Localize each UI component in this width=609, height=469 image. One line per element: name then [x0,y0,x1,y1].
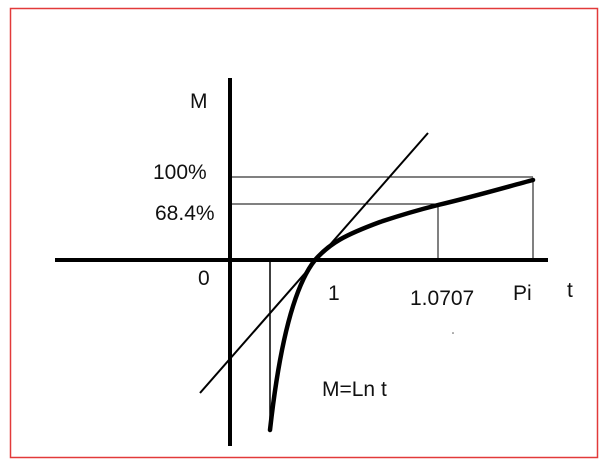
origin-label: 0 [198,267,210,290]
y-label: M [190,90,208,113]
ln-curve [267,177,536,433]
x-mark: 1.0707 [410,287,474,310]
y-mark: 100% [153,161,207,184]
x-mark: Pi [513,282,532,305]
x-mark: 1 [328,282,340,305]
dot [452,332,454,334]
frame [9,7,599,459]
y-mark: 68.4% [155,202,215,225]
equation: M=Ln t [322,378,387,401]
x-label: t [567,279,573,302]
